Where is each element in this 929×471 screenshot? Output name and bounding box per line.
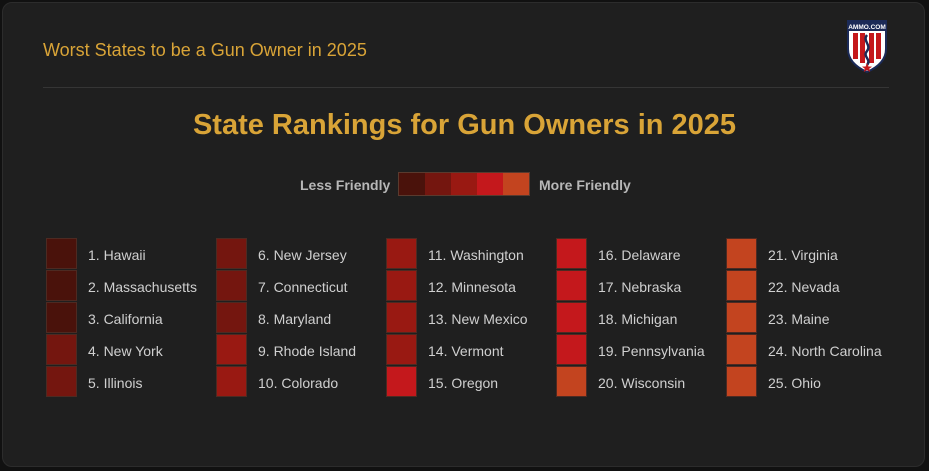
- ranking-cell: [216, 270, 247, 301]
- ranking-cell: [386, 334, 417, 365]
- ranking-label: 23. Maine: [768, 311, 830, 327]
- ranking-cell: [556, 334, 587, 365]
- ranking-label: 14. Vermont: [428, 343, 504, 359]
- legend-low-label: Less Friendly: [300, 177, 391, 193]
- ranking-cell: [726, 270, 757, 301]
- ranking-label: 12. Minnesota: [428, 279, 516, 295]
- ranking-label: 2. Massachusetts: [88, 279, 197, 295]
- ranking-label: 3. California: [88, 311, 163, 327]
- ranking-label: 4. New York: [88, 343, 163, 359]
- ranking-label: 9. Rhode Island: [258, 343, 357, 359]
- legend-swatch-3: [451, 173, 477, 195]
- ranking-label: 11. Washington: [428, 247, 524, 263]
- ranking-label: 10. Colorado: [258, 375, 339, 391]
- ranking-cell: [726, 334, 757, 365]
- ranking-cell: [46, 238, 77, 269]
- ranking-label: 22. Nevada: [768, 279, 840, 295]
- ranking-cell: [386, 238, 417, 269]
- ranking-cell: [726, 238, 757, 269]
- ranking-label: 16. Delaware: [598, 247, 681, 263]
- ranking-cell: [216, 366, 247, 397]
- ranking-cell: [46, 334, 77, 365]
- logo-text: AMMO.COM: [848, 24, 886, 31]
- ranking-label: 5. Illinois: [88, 375, 143, 391]
- ranking-cell: [46, 302, 77, 333]
- ranking-label: 24. North Carolina: [768, 343, 882, 359]
- ranking-label: 6. New Jersey: [258, 247, 347, 263]
- chart-title: State Rankings for Gun Owners in 2025: [192, 109, 737, 141]
- legend-swatch-2: [425, 173, 451, 195]
- ranking-cell: [46, 270, 77, 301]
- legend-color-scale: [398, 172, 530, 196]
- ranking-cell: [386, 270, 417, 301]
- ranking-cell: [386, 302, 417, 333]
- ranking-label: 20. Wisconsin: [598, 375, 686, 391]
- ranking-label: 13. New Mexico: [428, 311, 528, 327]
- legend-swatch-4: [477, 173, 503, 195]
- ranking-cell: [46, 366, 77, 397]
- ranking-cell: [556, 270, 587, 301]
- ranking-cell: [216, 302, 247, 333]
- ranking-label: 21. Virginia: [768, 247, 838, 263]
- header-divider: [43, 87, 889, 88]
- ranking-label: 19. Pennsylvania: [598, 343, 705, 359]
- ranking-cell: [386, 366, 417, 397]
- legend-swatch-1: [399, 173, 425, 195]
- ranking-cell: [556, 366, 587, 397]
- ranking-label: 8. Maryland: [258, 311, 332, 327]
- ranking-cell: [726, 366, 757, 397]
- ranking-cell: [556, 238, 587, 269]
- ranking-label: 18. Michigan: [598, 311, 678, 327]
- ranking-cell: [556, 302, 587, 333]
- ranking-cell: [216, 238, 247, 269]
- ranking-label: 1. Hawaii: [88, 247, 146, 263]
- ranking-label: 7. Connecticut: [258, 279, 348, 295]
- ranking-cell: [726, 302, 757, 333]
- page-title: Worst States to be a Gun Owner in 2025: [43, 40, 367, 60]
- ranking-cell: [216, 334, 247, 365]
- legend-swatch-5: [503, 173, 529, 195]
- legend-high-label: More Friendly: [539, 177, 631, 193]
- ranking-label: 17. Nebraska: [598, 279, 682, 295]
- ranking-label: 25. Ohio: [768, 375, 821, 391]
- ranking-label: 15. Oregon: [428, 375, 499, 391]
- shield-logo-icon: AMMO.COM: [847, 20, 887, 73]
